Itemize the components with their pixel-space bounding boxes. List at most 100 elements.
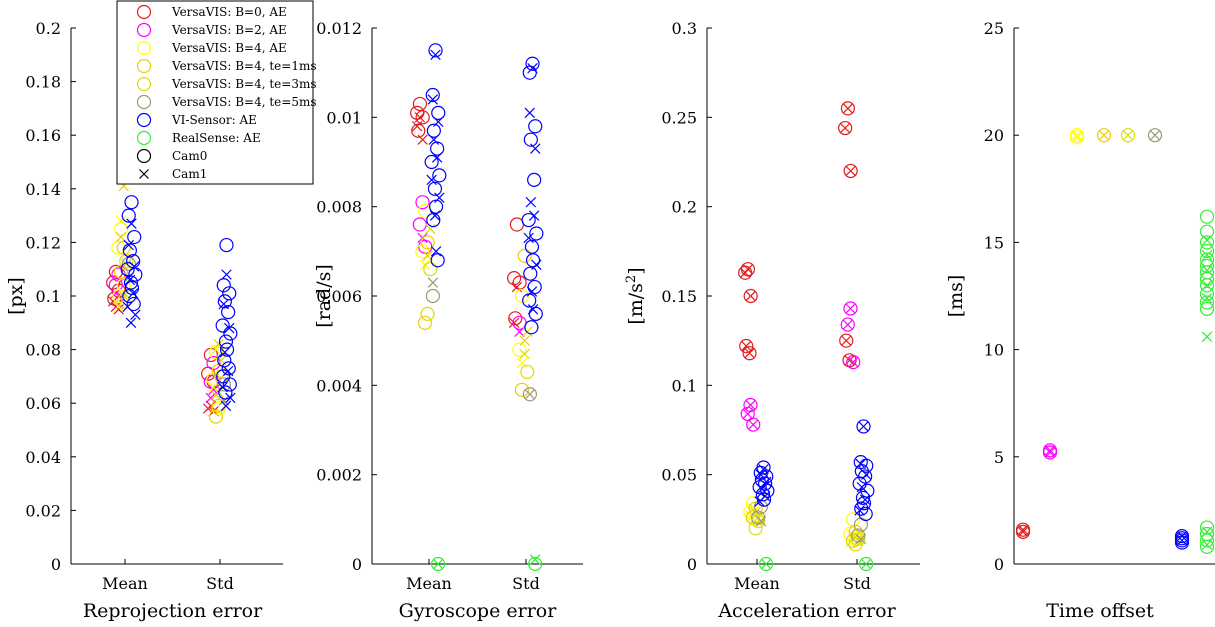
data-point-circle — [522, 65, 537, 80]
y-tick-label: 0.06 — [25, 394, 61, 413]
legend-entry-label: RealSense: AE — [172, 131, 261, 145]
data-point-circle — [412, 217, 427, 232]
data-point-circle — [1199, 278, 1215, 293]
data-point-cross — [845, 165, 856, 177]
data-point-cross — [1201, 280, 1213, 291]
data-point-cross — [1017, 524, 1029, 535]
data-point-cross — [760, 558, 772, 570]
x-tick-label: Mean — [734, 574, 780, 593]
data-point-circle — [1199, 295, 1215, 310]
data-point-circle — [124, 195, 139, 210]
data-point-cross — [414, 112, 426, 123]
legend-entry-label: VersaVIS: B=4, te=3ms — [171, 77, 317, 91]
data-point-circle — [428, 43, 443, 58]
data-point-cross — [1201, 292, 1213, 304]
data-point-circle — [528, 119, 543, 134]
data-point-circle — [742, 346, 757, 361]
y-axis-label: [m/s2] — [624, 267, 647, 324]
data-point-circle — [425, 87, 440, 103]
data-point-circle — [206, 355, 221, 371]
data-point-cross — [431, 152, 443, 163]
legend-marker — [136, 22, 152, 38]
data-point-circle — [528, 306, 543, 321]
data-point-circle — [525, 56, 540, 71]
data-point-cross — [411, 121, 423, 132]
data-point-circle — [428, 199, 444, 214]
data-point-circle — [412, 96, 427, 112]
data-point-circle — [854, 501, 869, 516]
data-point-cross — [1176, 535, 1188, 546]
data-point-circle — [423, 262, 438, 277]
y-axis-label: [rad/s] — [313, 264, 335, 328]
data-point-circle — [527, 556, 543, 572]
data-point-circle — [748, 521, 763, 536]
data-point-cross — [208, 384, 219, 396]
data-point-cross — [523, 232, 534, 244]
y-tick-label: 0.14 — [25, 180, 61, 199]
subplot-4: 0 5 10 15 20 25 Time offset [ms] — [945, 19, 1215, 622]
data-point-cross — [758, 464, 769, 475]
data-point-circle — [1199, 533, 1215, 548]
data-point-circle — [217, 294, 232, 309]
data-point-circle — [521, 212, 536, 228]
y-tick-label: 20 — [984, 126, 1004, 145]
data-point-circle — [216, 377, 231, 392]
x-tick-label: Mean — [102, 574, 148, 593]
data-point-cross — [426, 174, 437, 186]
data-point-circle — [1147, 128, 1163, 143]
data-point-cross — [219, 347, 231, 358]
data-point-circle — [432, 168, 447, 183]
data-point-circle — [509, 217, 525, 232]
data-point-circle — [1042, 445, 1058, 460]
y-tick-label: 0.2 — [36, 19, 61, 38]
data-point-cross — [113, 304, 124, 315]
data-point-cross — [126, 218, 137, 229]
data-point-circle — [1199, 539, 1215, 554]
data-point-cross — [427, 94, 438, 105]
data-point-cross — [514, 326, 525, 337]
subplot-1: 0 0.02 0.04 0.06 0.08 0.1 0.12 0.14 0.16 0.18 0.2 M… — [5, 19, 283, 622]
legend-entry-label: VI-Sensor: AE — [171, 113, 257, 127]
data-point-cross — [1201, 526, 1213, 538]
legend-marker — [136, 148, 152, 164]
y-tick-label: 0 — [51, 555, 61, 574]
legend-entry-label: VersaVIS: B=0, AE — [171, 5, 287, 19]
data-point-cross — [430, 246, 442, 257]
data-point-cross — [848, 356, 859, 368]
data-point-circle — [120, 262, 135, 277]
data-point-cross — [524, 389, 536, 400]
data-point-circle — [218, 385, 233, 400]
x-axis-label: Acceleration error — [717, 600, 896, 622]
data-point-circle — [739, 338, 754, 354]
legend-marker — [136, 112, 152, 128]
data-point-circle — [839, 333, 854, 348]
data-point-circle — [121, 208, 136, 223]
data-point-cross — [218, 298, 229, 310]
legend-marker — [139, 169, 149, 179]
data-point-cross — [761, 476, 772, 488]
data-point-cross — [754, 496, 765, 507]
data-point-cross — [1201, 331, 1213, 342]
data-point-cross — [1122, 129, 1134, 141]
data-point-cross — [1176, 530, 1188, 542]
data-point-cross — [845, 303, 856, 314]
data-point-circle — [514, 382, 530, 397]
data-point-circle — [126, 296, 141, 312]
data-point-circle — [1199, 286, 1215, 301]
y-tick-label: 0 — [994, 555, 1004, 574]
legend-entry-label: VersaVIS: B=2, AE — [171, 23, 287, 37]
data-point-circle — [208, 409, 224, 424]
data-point-cross — [526, 286, 538, 297]
legend-entry-label: VersaVIS: B=4, AE — [171, 41, 287, 55]
data-point-circle — [222, 377, 237, 392]
data-point-cross — [860, 558, 872, 570]
data-point-circle — [838, 120, 853, 136]
subplot-3: 0 0.05 0.1 0.15 0.2 0.25 0.3 Mean Std Acceleratio… — [624, 19, 920, 622]
data-point-cross — [525, 196, 537, 208]
data-point-circle — [211, 398, 226, 413]
y-tick-label: 0.004 — [316, 376, 362, 395]
data-point-cross — [742, 408, 753, 420]
data-point-cross — [855, 533, 867, 545]
data-point-cross — [745, 399, 756, 411]
data-point-circle — [843, 163, 858, 179]
